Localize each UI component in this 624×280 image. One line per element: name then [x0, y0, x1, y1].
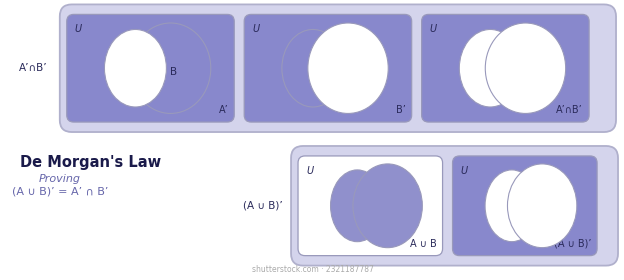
Text: A: A	[487, 67, 494, 77]
Text: B’: B’	[396, 105, 406, 115]
Ellipse shape	[104, 29, 167, 107]
Ellipse shape	[507, 164, 577, 248]
Ellipse shape	[459, 29, 521, 107]
Text: A’∩B’: A’∩B’	[19, 63, 48, 73]
Ellipse shape	[130, 23, 211, 113]
Ellipse shape	[485, 23, 566, 113]
Text: shutterstock.com · 2321187787: shutterstock.com · 2321187787	[252, 265, 374, 274]
Text: A ∪ B: A ∪ B	[410, 239, 437, 249]
Text: B: B	[348, 67, 354, 77]
Text: B: B	[170, 67, 177, 77]
FancyBboxPatch shape	[60, 4, 616, 132]
FancyBboxPatch shape	[291, 146, 618, 266]
Text: U: U	[461, 166, 467, 176]
Text: U: U	[252, 24, 260, 34]
Text: (A ∪ B)’: (A ∪ B)’	[243, 201, 283, 211]
Text: A: A	[132, 67, 139, 77]
Text: A: A	[508, 205, 515, 215]
Text: U: U	[306, 166, 313, 176]
FancyBboxPatch shape	[244, 14, 412, 122]
Text: B: B	[540, 205, 548, 215]
Text: B: B	[386, 205, 393, 215]
Text: Proving: Proving	[39, 174, 80, 184]
Ellipse shape	[282, 29, 344, 107]
Ellipse shape	[353, 164, 422, 248]
Text: B: B	[525, 67, 532, 77]
Text: A’: A’	[218, 105, 228, 115]
FancyBboxPatch shape	[452, 156, 597, 256]
Text: U: U	[75, 24, 82, 34]
FancyBboxPatch shape	[67, 14, 234, 122]
Text: (A ∪ B)’ = A’ ∩ B’: (A ∪ B)’ = A’ ∩ B’	[12, 187, 108, 197]
Text: A: A	[310, 67, 316, 77]
Text: (A ∪ B)’: (A ∪ B)’	[553, 239, 591, 249]
Ellipse shape	[485, 170, 539, 242]
Text: De Morgan's Law: De Morgan's Law	[20, 155, 161, 170]
Text: U: U	[429, 24, 437, 34]
Ellipse shape	[331, 170, 384, 242]
FancyBboxPatch shape	[298, 156, 442, 256]
Ellipse shape	[308, 23, 388, 113]
FancyBboxPatch shape	[422, 14, 589, 122]
Text: A: A	[354, 205, 361, 215]
Text: A’∩B’: A’∩B’	[557, 105, 583, 115]
